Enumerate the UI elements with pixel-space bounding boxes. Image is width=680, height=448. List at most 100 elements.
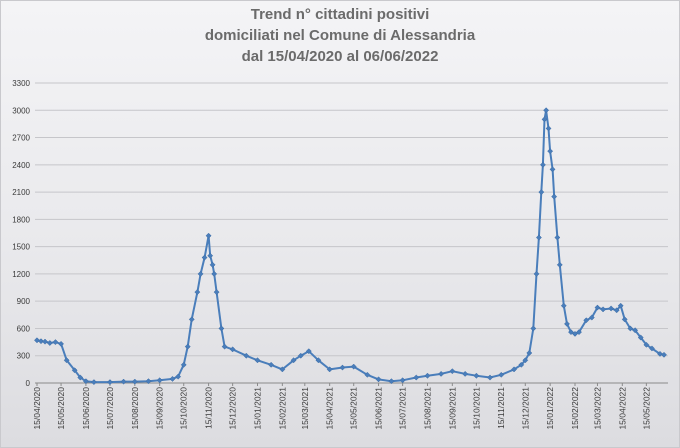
data-point	[175, 373, 182, 380]
data-point	[560, 302, 567, 309]
x-tick-label: 15/11/2020	[204, 387, 214, 429]
y-tick-label: 600	[17, 324, 31, 333]
y-axis: 0 300 600 900 1200 1500 1800 2100 2400 2700 3000 33…	[12, 79, 30, 388]
data-point	[568, 329, 574, 336]
data-point	[268, 361, 275, 368]
data-point	[207, 252, 214, 259]
data-point	[473, 372, 480, 379]
x-tick-label: 15/07/2021	[398, 387, 408, 430]
data-point	[424, 372, 431, 379]
data-point	[205, 232, 212, 239]
x-tick-label: 15/12/2021	[520, 387, 530, 430]
x-tick-label: 15/04/2022	[617, 387, 627, 430]
data-point	[556, 261, 563, 268]
data-point	[188, 316, 195, 323]
data-point	[71, 367, 78, 374]
data-point	[533, 270, 540, 277]
data-point	[498, 371, 505, 378]
data-point	[211, 270, 218, 277]
y-tick-label: 1200	[12, 270, 30, 279]
data-point	[399, 377, 406, 384]
data-point	[632, 327, 639, 334]
data-point	[34, 337, 40, 344]
data-point	[608, 305, 615, 312]
data-point	[617, 302, 624, 309]
x-tick-label: 15/02/2021	[277, 387, 287, 430]
data-point	[594, 304, 601, 311]
x-tick-label: 15/01/2022	[545, 387, 555, 430]
data-point	[120, 378, 127, 385]
y-tick-label: 3300	[12, 79, 30, 88]
data-point	[90, 379, 97, 386]
data-point	[315, 357, 322, 364]
data-point	[588, 314, 595, 321]
data-point	[42, 338, 48, 345]
data-point	[543, 107, 550, 114]
data-point	[201, 254, 208, 261]
data-point	[583, 317, 590, 324]
y-tick-label: 0	[26, 379, 31, 388]
data-point	[46, 340, 53, 346]
data-point	[413, 374, 420, 381]
data-point	[541, 116, 548, 123]
data-point	[221, 343, 228, 350]
data-point	[643, 341, 650, 348]
data-point	[194, 289, 201, 296]
data-point	[350, 363, 357, 370]
data-point	[522, 357, 529, 364]
data-point	[339, 364, 346, 371]
data-point	[388, 378, 395, 385]
data-point	[462, 370, 469, 377]
data-point	[551, 193, 558, 200]
data-point	[213, 289, 220, 296]
chart-title: Trend n° cittadini positivi domiciliati …	[0, 4, 680, 67]
data-point	[545, 125, 552, 132]
x-tick-label: 15/07/2020	[105, 387, 115, 430]
data-point	[549, 166, 556, 173]
data-point	[297, 352, 304, 359]
x-tick-label: 15/06/2021	[374, 387, 384, 430]
data-point	[657, 350, 663, 357]
data-point	[184, 343, 191, 350]
data-point	[131, 378, 138, 385]
x-tick-label: 15/05/2021	[349, 387, 359, 430]
data-point	[518, 361, 525, 368]
data-point	[649, 345, 655, 352]
data-point	[180, 361, 187, 368]
data-point	[572, 330, 578, 337]
y-tick-label: 300	[17, 352, 31, 361]
data-point	[279, 366, 286, 373]
data-point	[539, 161, 546, 168]
data-point	[326, 366, 333, 373]
data-point	[600, 306, 607, 313]
x-tick-label: 15/05/2022	[641, 387, 651, 430]
data-point	[169, 375, 176, 382]
x-tick-label: 15/04/2020	[32, 387, 42, 430]
y-tick-label: 2400	[12, 161, 30, 170]
x-tick-label: 15/01/2021	[252, 387, 262, 430]
data-point	[613, 307, 620, 314]
data-point	[156, 377, 163, 384]
y-tick-label: 1800	[12, 215, 30, 224]
x-tick-label: 15/06/2020	[81, 387, 91, 430]
x-tick-label: 15/08/2020	[130, 387, 140, 430]
y-tick-label: 1500	[12, 243, 30, 252]
y-tick-label: 3000	[12, 106, 30, 115]
chart-title-line-2: domiciliati nel Comune di Alessandria	[204, 27, 476, 44]
data-point	[63, 357, 70, 364]
data-point	[511, 366, 518, 373]
x-tick-label: 15/05/2020	[56, 387, 66, 430]
y-tick-label: 2700	[12, 134, 30, 143]
data-point	[661, 351, 667, 358]
data-point	[77, 374, 84, 381]
data-point	[637, 334, 644, 341]
data-point	[197, 270, 204, 277]
x-tick-label: 15/08/2021	[422, 387, 432, 430]
data-point	[449, 368, 456, 375]
data-point	[487, 374, 493, 381]
data-point	[38, 338, 44, 345]
x-tick-label: 15/11/2021	[496, 387, 506, 429]
gridlines	[35, 82, 668, 384]
y-tick-label: 900	[17, 297, 31, 306]
data-point	[538, 189, 545, 196]
